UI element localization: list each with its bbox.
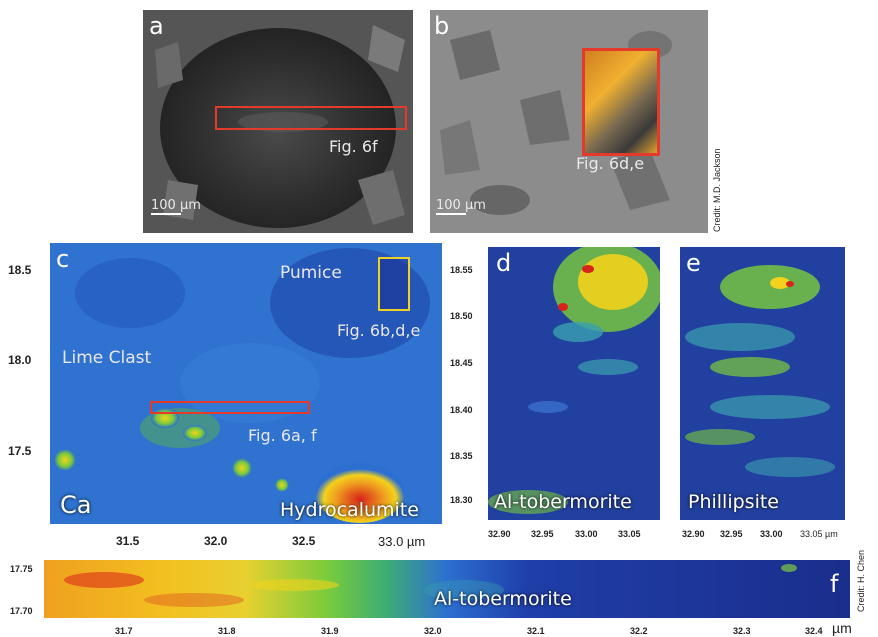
panel-d-mineral-label: Al-tobermorite	[494, 491, 632, 513]
c-xtick-32.5: 32.5	[292, 534, 316, 548]
fig-6f-region-box	[215, 106, 407, 130]
f-xtick-1: 31.8	[218, 626, 236, 636]
panel-f-mineral-label: Al-tobermorite	[434, 588, 572, 610]
panel-e-map: e Phillipsite	[680, 247, 845, 520]
d-ytick-3: 18.40	[450, 405, 473, 415]
f-xtick-2: 31.9	[321, 626, 339, 636]
panel-e-mineral-label: Phillipsite	[688, 491, 779, 513]
panel-b-scale-label: 100 µm	[436, 198, 486, 213]
e-xtick-3: 33.05 µm	[800, 529, 838, 539]
f-xtick-0: 31.7	[115, 626, 133, 636]
ca-element-label: Ca	[60, 491, 92, 519]
panel-a-scale-label: 100 µm	[151, 198, 201, 213]
f-xtick-5: 32.2	[630, 626, 648, 636]
c-ytick-18.0: 18.0	[8, 353, 32, 367]
c-ytick-18.5: 18.5	[8, 263, 32, 277]
c-xtick-31.5: 31.5	[116, 534, 140, 548]
f-xtick-3: 32.0	[424, 626, 442, 636]
c-xtick-33.0: 33.0 µm	[378, 534, 426, 549]
panel-b-sem-image: b Fig. 6d,e 100 µm	[430, 10, 708, 233]
panel-b-scale-bar	[436, 213, 466, 215]
f-x-unit: µm	[832, 620, 852, 636]
credit-top: Credit: M.D. Jackson	[712, 148, 722, 232]
fig-6af-region-box	[150, 401, 310, 414]
d-xtick-3: 33.05	[618, 529, 641, 539]
d-ytick-1: 18.50	[450, 311, 473, 321]
fig-6bde-pumice-box	[378, 257, 410, 311]
d-xtick-2: 33.00	[575, 529, 598, 539]
panel-e-heatmap	[680, 247, 845, 520]
panel-a-scale-bar	[151, 213, 181, 215]
panel-f-texture	[64, 564, 797, 607]
credit-bottom: Credit: H. Chen	[856, 549, 866, 612]
fig-6de-label: Fig. 6d,e	[576, 154, 645, 173]
panel-a-letter: a	[149, 12, 164, 40]
c-ytick-17.5: 17.5	[8, 444, 32, 458]
panel-b-texture	[430, 10, 708, 233]
d-ytick-5: 18.30	[450, 495, 473, 505]
e-xtick-0: 32.90	[682, 529, 705, 539]
lime-clast-label: Lime Clast	[62, 348, 152, 368]
d-ytick-0: 18.55	[450, 265, 473, 275]
d-ytick-2: 18.45	[450, 358, 473, 368]
fig-6f-label: Fig. 6f	[329, 137, 378, 156]
e-xtick-1: 32.95	[720, 529, 743, 539]
panel-b-letter: b	[434, 12, 450, 40]
c-xtick-32.0: 32.0	[204, 534, 228, 548]
hydrocalumite-label: Hydrocalumite	[280, 499, 419, 521]
panel-c-heatmap	[50, 243, 442, 524]
panel-d-heatmap	[488, 247, 660, 520]
d-ytick-4: 18.35	[450, 451, 473, 461]
panel-f-letter: f	[830, 570, 839, 598]
e-xtick-2: 33.00	[760, 529, 783, 539]
f-ytick-1: 17.70	[10, 606, 33, 616]
panel-c-letter: c	[56, 245, 70, 273]
panel-e-letter: e	[686, 249, 701, 277]
d-xtick-1: 32.95	[531, 529, 554, 539]
panel-d-letter: d	[496, 249, 512, 277]
f-ytick-0: 17.75	[10, 564, 33, 574]
f-xtick-7: 32.4	[805, 626, 823, 636]
panel-c-ca-map: c Pumice Fig. 6b,d,e Lime Clast Fig. 6a,…	[50, 243, 442, 524]
f-xtick-4: 32.1	[527, 626, 545, 636]
fig-6bde-label: Fig. 6b,d,e	[337, 321, 421, 340]
panel-d-map: d Al-tobermorite	[488, 247, 660, 520]
panel-f-map: Al-tobermorite f	[44, 560, 850, 618]
panel-a-sem-image: a Fig. 6f 100 µm	[143, 10, 413, 233]
pumice-label: Pumice	[280, 263, 342, 283]
fig-6af-label: Fig. 6a, f	[248, 426, 317, 445]
f-xtick-6: 32.3	[733, 626, 751, 636]
d-xtick-0: 32.90	[488, 529, 511, 539]
fig-6de-inset	[582, 48, 660, 156]
